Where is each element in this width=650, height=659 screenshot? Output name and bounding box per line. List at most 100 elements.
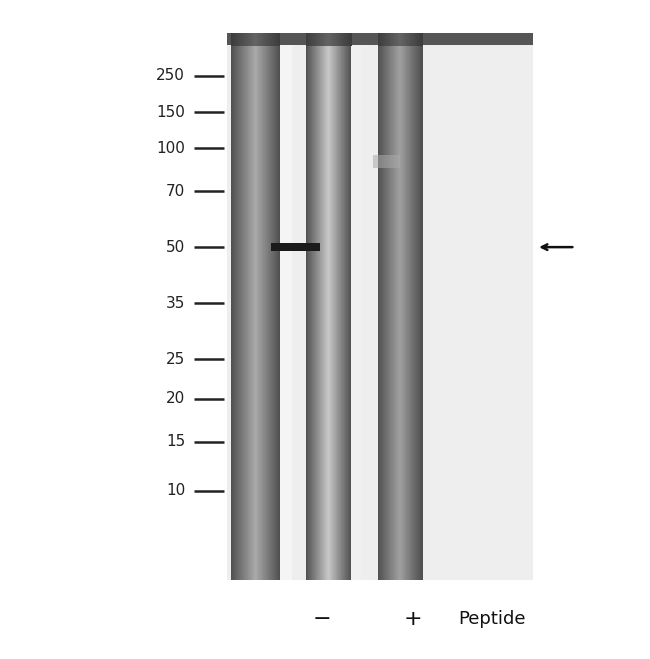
Bar (248, 33, 250, 580)
Bar (421, 33, 422, 580)
Bar (232, 33, 233, 46)
Bar (345, 33, 346, 580)
Bar (400, 33, 402, 46)
Bar (389, 33, 390, 46)
Bar (398, 33, 400, 46)
Bar (249, 33, 250, 580)
Bar (251, 33, 252, 580)
Bar (399, 33, 400, 580)
Bar (278, 33, 279, 46)
Bar (233, 33, 234, 46)
Bar (385, 33, 387, 46)
Bar (387, 33, 389, 580)
Bar (317, 33, 318, 580)
Bar (415, 33, 416, 580)
Bar (330, 33, 332, 580)
Bar (253, 33, 254, 46)
Bar (306, 33, 307, 46)
Bar (246, 33, 248, 580)
Text: 15: 15 (166, 434, 185, 449)
Bar (268, 33, 270, 580)
Bar (275, 33, 276, 580)
Bar (411, 33, 412, 46)
Bar (270, 33, 271, 580)
Bar (270, 33, 271, 46)
Bar (404, 33, 405, 46)
Bar (246, 33, 247, 580)
Bar (393, 33, 395, 580)
Bar (416, 33, 417, 46)
Bar (272, 33, 273, 580)
Bar (388, 33, 389, 580)
Bar (241, 33, 242, 580)
Bar (411, 33, 413, 580)
Bar (349, 33, 350, 580)
Bar (279, 33, 280, 580)
Bar (309, 33, 310, 580)
Bar (384, 33, 385, 580)
Bar (247, 33, 248, 46)
Bar (307, 33, 308, 580)
Bar (265, 33, 266, 46)
Bar (411, 33, 412, 580)
Bar (405, 33, 406, 580)
Bar (402, 33, 404, 580)
Bar (328, 33, 329, 46)
Bar (338, 33, 339, 580)
Bar (413, 33, 414, 580)
Bar (314, 33, 315, 46)
Bar (392, 33, 393, 46)
Bar (406, 33, 407, 580)
Bar (327, 33, 328, 46)
Bar (259, 33, 261, 580)
Bar (265, 33, 266, 580)
Bar (237, 33, 238, 580)
Bar (260, 33, 261, 580)
Bar (335, 33, 336, 46)
Bar (384, 33, 385, 46)
Bar (248, 33, 249, 580)
Bar (333, 33, 334, 580)
Bar (381, 33, 382, 580)
Bar (276, 33, 277, 580)
Bar (277, 33, 278, 580)
Bar (252, 33, 253, 580)
Bar (316, 33, 317, 580)
Bar (324, 33, 326, 46)
Bar (266, 33, 268, 580)
Bar (350, 33, 352, 580)
Bar (339, 33, 341, 46)
Bar (380, 33, 381, 46)
Text: 100: 100 (157, 141, 185, 156)
Bar (241, 33, 242, 580)
Bar (233, 33, 235, 46)
Bar (337, 33, 339, 46)
Bar (395, 33, 396, 580)
Bar (278, 33, 279, 580)
Bar (382, 33, 384, 580)
Bar (275, 33, 276, 46)
Bar (321, 33, 322, 580)
Bar (227, 33, 533, 580)
Bar (392, 33, 393, 580)
Bar (414, 33, 415, 580)
Bar (250, 33, 251, 46)
Bar (397, 33, 398, 580)
Bar (261, 33, 262, 46)
Bar (395, 33, 396, 46)
Bar (332, 33, 333, 46)
Bar (407, 33, 408, 46)
Bar (317, 33, 318, 580)
Bar (243, 33, 244, 580)
Bar (252, 33, 254, 580)
Bar (272, 243, 320, 251)
Bar (250, 33, 251, 580)
Bar (318, 33, 320, 580)
Bar (394, 33, 395, 46)
Bar (378, 33, 380, 46)
Bar (264, 33, 265, 46)
Bar (404, 33, 406, 580)
Bar (236, 33, 237, 580)
Bar (269, 33, 270, 580)
Bar (306, 33, 307, 580)
